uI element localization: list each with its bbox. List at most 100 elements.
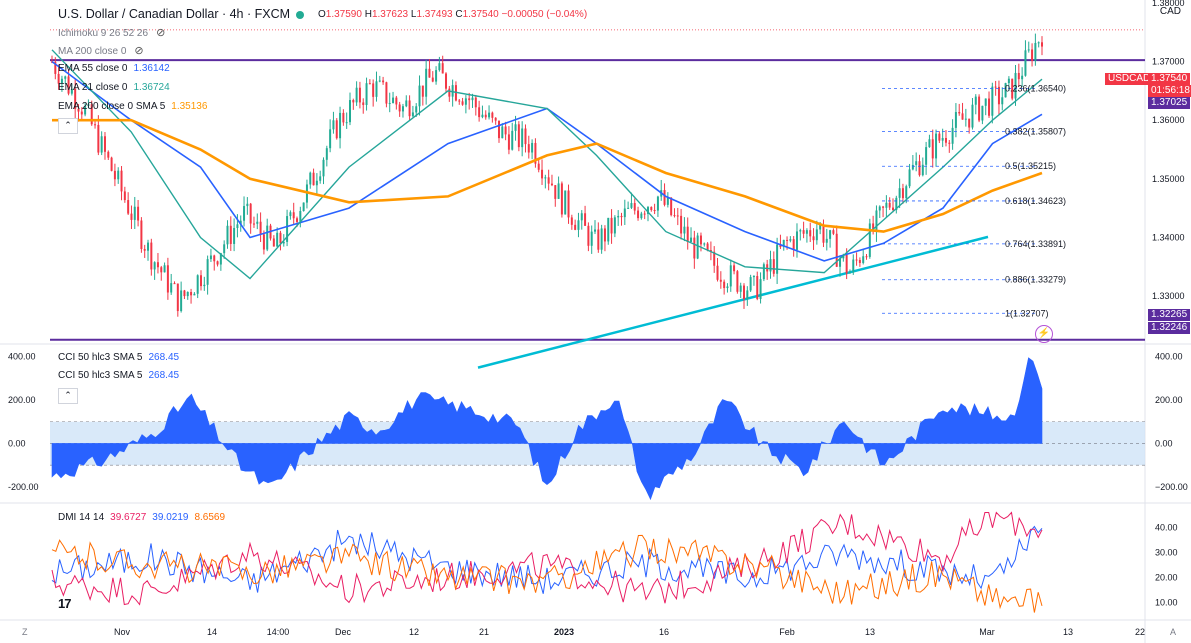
candle-body	[1021, 75, 1024, 80]
zoom-corner-button[interactable]: Z	[22, 627, 28, 637]
collapse-legend-button[interactable]: ⌃	[58, 118, 78, 134]
candle-body	[925, 147, 928, 165]
candle-body	[1027, 49, 1030, 51]
candle-body	[779, 244, 782, 248]
candle-body	[418, 85, 421, 107]
candle-body	[219, 253, 222, 265]
candle-body	[941, 137, 944, 141]
candle-body	[190, 292, 193, 296]
candle-body	[348, 100, 351, 123]
candle-body	[199, 275, 202, 287]
candle-body	[988, 98, 991, 116]
candle-body	[547, 177, 550, 184]
ema-line-21	[51, 49, 1043, 280]
legend-cci-2[interactable]: CCI 50 hlc3 SMA 5 268.45	[58, 370, 180, 381]
currency-label[interactable]: CAD	[1159, 6, 1181, 17]
fib-level-label: 0.5(1.35215)	[1005, 161, 1056, 171]
legend-ma200[interactable]: MA 200 close 0 ⊘	[58, 45, 144, 57]
candle-body	[872, 223, 875, 232]
candle-body	[160, 267, 163, 273]
candle-body	[203, 284, 206, 287]
legend-ema21[interactable]: EMA 21 close 0 1.36724	[58, 82, 170, 93]
candle-body	[87, 104, 90, 107]
candle-body	[1034, 42, 1037, 61]
candle-body	[196, 275, 199, 294]
candle-body	[521, 128, 524, 148]
candle-body	[981, 105, 984, 121]
dmi-line-minus-di	[51, 511, 1043, 606]
candle-body	[249, 203, 252, 224]
candle-body	[464, 98, 467, 105]
candle-body	[332, 120, 335, 130]
legend-cci-1[interactable]: CCI 50 hlc3 SMA 5 268.45	[58, 352, 180, 363]
fibonacci-retracement[interactable]: 0.236(1.36540) 0.382(1.35807) 0.5(1.35215)…	[882, 84, 1066, 319]
candle-body	[150, 242, 153, 270]
candle-body	[703, 243, 706, 245]
candle-body	[620, 215, 623, 218]
candle-body	[577, 220, 580, 230]
candle-body	[398, 104, 401, 112]
price-tick-label: 1.34000	[1152, 232, 1185, 242]
time-tick-label: 12	[409, 627, 419, 637]
candle-body	[329, 129, 332, 149]
candle-body	[176, 283, 179, 312]
candle-body	[650, 207, 653, 211]
dmi-line-plus-di	[51, 525, 1043, 594]
symbol-tag: USDCAD	[1105, 73, 1154, 85]
hidden-eye-icon[interactable]: ⊘	[134, 45, 144, 57]
candle-body	[322, 159, 325, 177]
legend-dmi[interactable]: DMI 14 14 39.6727 39.0219 8.6569	[58, 512, 226, 523]
candle-body	[580, 213, 583, 221]
candle-body	[511, 130, 514, 150]
candle-body	[597, 229, 600, 250]
candle-body	[259, 221, 262, 235]
candle-body	[103, 136, 106, 152]
time-tick-label: 2023	[554, 627, 574, 637]
candle-body	[534, 142, 537, 164]
candle-body	[931, 139, 934, 159]
candle-body	[858, 259, 861, 263]
candle-body	[335, 120, 338, 139]
collapse-cci-legend-button[interactable]: ⌃	[58, 388, 78, 404]
candle-body	[497, 120, 500, 139]
legend-ema55[interactable]: EMA 55 close 0 1.36142	[58, 63, 170, 74]
candle-body	[292, 212, 295, 219]
candle-body	[749, 277, 752, 291]
candle-body	[557, 183, 560, 199]
candle-body	[296, 218, 299, 222]
candle-body	[676, 215, 679, 217]
cci-right-tick: −200.00	[1155, 482, 1188, 492]
candle-body	[481, 114, 484, 118]
candle-body	[898, 188, 901, 198]
candle-body	[484, 114, 487, 118]
candle-body	[825, 238, 828, 243]
candle-body	[782, 239, 785, 248]
candle-body	[617, 215, 620, 218]
hidden-eye-icon[interactable]: ⊘	[156, 27, 166, 39]
price-axis: 1.38000 1.37000 1.36000 1.35000 1.34000 1.330…	[1152, 0, 1185, 301]
candle-body	[1017, 72, 1020, 80]
auto-scale-button[interactable]: A	[1170, 627, 1177, 637]
candle-body	[186, 292, 189, 297]
candle-body	[451, 85, 454, 97]
candle-body	[623, 208, 626, 218]
legend-ema200[interactable]: EMA 200 close 0 SMA 5 1.35136	[58, 101, 208, 112]
candle-body	[180, 290, 183, 312]
symbol-title[interactable]: U.S. Dollar / Canadian Dollar · 4h · FXC…	[58, 7, 312, 21]
fib-level-label: 0.886(1.33279)	[1005, 275, 1066, 285]
candle-body	[696, 235, 699, 259]
cci-right-tick: 0.00	[1155, 438, 1173, 448]
candle-body	[501, 126, 504, 139]
candle-body	[90, 104, 93, 125]
cci-area	[51, 357, 1043, 501]
candle-body	[1037, 42, 1040, 44]
tradingview-logo[interactable]: 17	[58, 596, 72, 611]
lightning-icon[interactable]: ⚡	[1035, 325, 1053, 343]
time-tick-label: Dec	[335, 627, 352, 637]
candle-body	[951, 127, 954, 144]
candle-body	[812, 236, 815, 241]
legend-ichimoku[interactable]: Ichimoku 9 26 52 26 ⊘	[58, 27, 166, 39]
candle-body	[915, 161, 918, 165]
